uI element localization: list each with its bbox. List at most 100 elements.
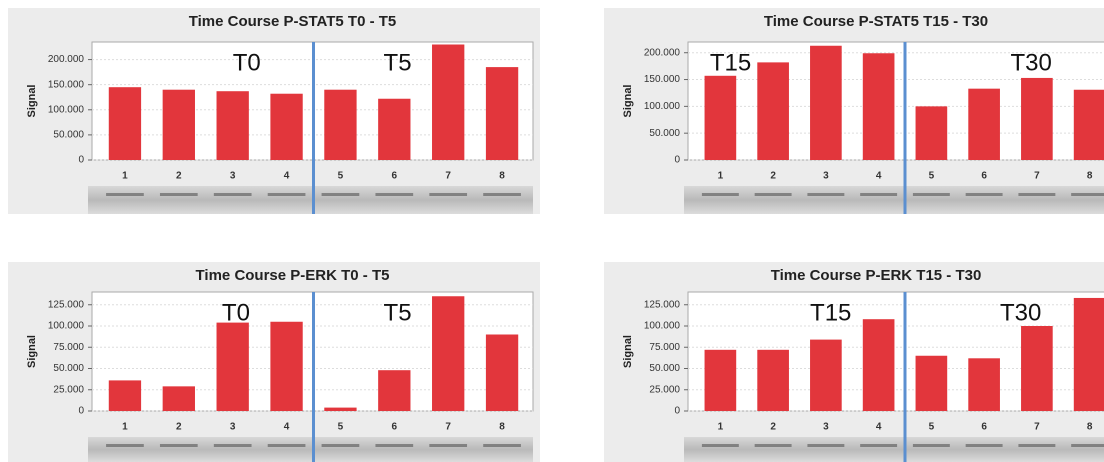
- y-tick-label: 200.000: [48, 54, 85, 65]
- x-tick-label: 1: [122, 171, 128, 182]
- bar: [485, 67, 519, 160]
- bar: [757, 62, 789, 160]
- y-tick-label: 150.000: [48, 79, 85, 90]
- bar: [485, 334, 519, 411]
- bar: [915, 106, 948, 160]
- x-tick-label: 1: [122, 422, 128, 433]
- bar: [270, 93, 303, 160]
- blot-band: [213, 444, 252, 447]
- bar: [270, 321, 303, 411]
- blot-band: [807, 444, 845, 447]
- y-tick-label: 125.000: [48, 299, 85, 310]
- chart-title: Time Course P-STAT5 T15 - T30: [764, 13, 988, 30]
- x-tick-label: 5: [338, 422, 344, 433]
- blot-band: [321, 444, 360, 447]
- y-tick-label: 200.000: [644, 47, 681, 58]
- x-tick-label: 3: [823, 422, 829, 433]
- bar: [704, 349, 737, 411]
- y-tick-label: 100.000: [644, 101, 681, 112]
- blot-band: [321, 193, 360, 196]
- chart-title: Time Course P-STAT5 T0 - T5: [189, 13, 397, 30]
- bar: [968, 358, 1000, 411]
- bar: [704, 75, 737, 160]
- y-tick-label: 25.000: [649, 384, 680, 395]
- bar: [108, 87, 142, 160]
- chart-title: Time Course P-ERK T0 - T5: [196, 267, 390, 284]
- blot-band: [375, 444, 414, 447]
- y-axis-label: Signal: [622, 84, 634, 117]
- blot-band: [701, 193, 739, 196]
- bar: [862, 53, 895, 160]
- bar: [810, 45, 842, 160]
- bar: [324, 89, 357, 160]
- blot-band: [213, 193, 252, 196]
- x-tick-label: 2: [770, 422, 776, 433]
- y-tick-label: 75.000: [53, 342, 84, 353]
- bar: [1021, 326, 1053, 411]
- bar: [810, 339, 842, 411]
- bar: [1021, 77, 1053, 160]
- annotation: T30: [1011, 49, 1052, 76]
- y-tick-label: 0: [78, 155, 84, 166]
- chart-panel: Time Course P-STAT5 T0 - T5 Signal 0 50.000…: [8, 8, 540, 214]
- chart-panel: Time Course P-STAT5 T15 - T30 Signal 0 50.0…: [604, 8, 1104, 214]
- blot-band: [701, 444, 739, 447]
- blot-band: [754, 444, 792, 447]
- blot-band: [860, 193, 898, 196]
- blot-band: [375, 193, 414, 196]
- bar: [968, 88, 1000, 160]
- y-tick-label: 25.000: [53, 384, 84, 395]
- x-tick-label: 6: [981, 171, 987, 182]
- bar: [862, 319, 895, 411]
- x-tick-label: 1: [718, 171, 724, 182]
- blot-band: [860, 444, 898, 447]
- x-tick-label: 7: [1034, 171, 1040, 182]
- y-tick-label: 0: [674, 406, 680, 417]
- blot-band: [106, 444, 144, 447]
- x-tick-label: 2: [770, 171, 776, 182]
- x-tick-label: 4: [876, 171, 882, 182]
- x-tick-label: 2: [176, 171, 182, 182]
- blot-band: [1018, 444, 1056, 447]
- x-tick-label: 5: [929, 171, 935, 182]
- blot-image: [88, 437, 533, 462]
- x-tick-label: 6: [981, 422, 987, 433]
- y-tick-label: 150.000: [644, 74, 681, 85]
- y-tick-label: 50.000: [53, 130, 84, 141]
- x-tick-label: 3: [230, 422, 236, 433]
- blot-band: [429, 193, 468, 196]
- blot-image: [684, 437, 1104, 462]
- bar: [324, 407, 357, 411]
- blot-band: [965, 193, 1003, 196]
- bar: [216, 91, 249, 160]
- annotation: T5: [384, 49, 412, 76]
- bar: [432, 44, 465, 161]
- y-tick-label: 75.000: [649, 342, 680, 353]
- y-tick-label: 125.000: [644, 299, 681, 310]
- bar: [162, 89, 195, 160]
- blot-image: [88, 186, 533, 214]
- blot-band: [483, 444, 521, 447]
- y-tick-label: 50.000: [53, 363, 84, 374]
- annotation: T30: [1000, 299, 1041, 326]
- y-tick-label: 50.000: [649, 363, 680, 374]
- blot-band: [106, 193, 144, 196]
- chart-panel: Time Course P-ERK T0 - T5 Signal 0 25.000 50…: [8, 262, 540, 462]
- x-tick-label: 8: [499, 422, 505, 433]
- annotation: T0: [233, 49, 261, 76]
- y-tick-label: 100.000: [48, 321, 85, 332]
- blot-band: [912, 444, 950, 447]
- x-tick-label: 5: [929, 422, 935, 433]
- y-axis-label: Signal: [26, 335, 38, 368]
- bar: [378, 370, 411, 411]
- x-tick-label: 7: [445, 171, 451, 182]
- blot-band: [807, 193, 845, 196]
- blot-band: [965, 444, 1003, 447]
- blot-band: [159, 193, 198, 196]
- x-tick-label: 3: [823, 171, 829, 182]
- bar: [1073, 297, 1104, 411]
- blot-band: [267, 444, 306, 447]
- x-tick-label: 7: [1034, 422, 1040, 433]
- y-tick-label: 50.000: [649, 128, 680, 139]
